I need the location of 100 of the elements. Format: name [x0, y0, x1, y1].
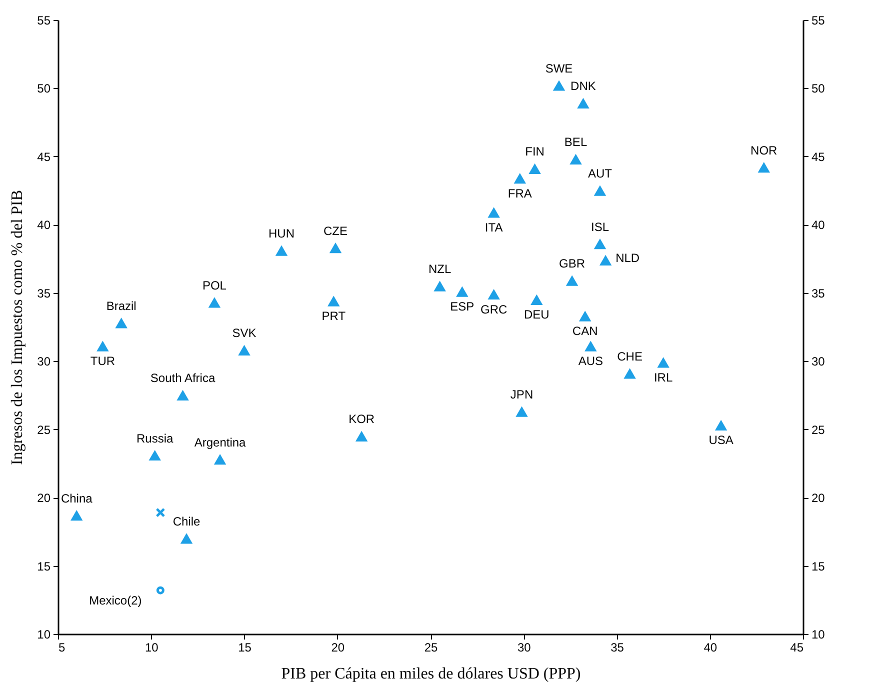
- annotation: GBR: [559, 256, 586, 271]
- point: [570, 154, 582, 164]
- point: [584, 340, 597, 352]
- point: [156, 508, 166, 518]
- annotation: FRA: [508, 186, 532, 200]
- y-tick-label: 30: [37, 354, 51, 369]
- point: [238, 344, 250, 356]
- annotation: NOR: [750, 143, 778, 158]
- point: [530, 294, 543, 306]
- point: [552, 80, 566, 91]
- y2-tick-label: 55: [812, 14, 826, 28]
- annotation: USA: [708, 433, 734, 448]
- point: [488, 288, 500, 300]
- y2-tick-label: 20: [812, 491, 826, 506]
- annotation: FIN: [525, 144, 544, 159]
- annotation: DNK: [570, 79, 596, 94]
- annotation: Chile: [172, 514, 201, 528]
- x-tick-label: 40: [704, 640, 718, 654]
- y-axis-title: Ingresos de los Impuestos como % del PIB: [9, 190, 26, 466]
- point: [328, 296, 340, 306]
- annotation: Brazil: [106, 298, 136, 313]
- y2-tick-label: 30: [812, 354, 826, 369]
- y-tick-label: 15: [37, 559, 51, 574]
- annotation: IRL: [654, 370, 673, 384]
- annotation: South Africa: [150, 371, 216, 386]
- y2-tick-label: 50: [812, 82, 826, 96]
- annotation: SVK: [232, 326, 256, 340]
- y2-tick-label: 40: [812, 218, 826, 232]
- y2-tick-label: 10: [812, 628, 826, 642]
- point: [176, 390, 189, 401]
- y-tick-label: 50: [37, 82, 51, 96]
- annotation: CAN: [572, 324, 598, 338]
- annotation: CZE: [324, 224, 348, 238]
- annotation: ISL: [590, 220, 610, 234]
- annotation: Mexico(2): [89, 593, 142, 608]
- point: [528, 163, 541, 174]
- annotation: TUR: [90, 354, 116, 368]
- x-tick-label: 45: [790, 640, 804, 654]
- annotation: JPN: [510, 388, 534, 402]
- annotation: NZL: [428, 262, 452, 276]
- point: [594, 238, 606, 250]
- y2-tick-label: 25: [812, 422, 826, 437]
- annotation: Argentina: [194, 435, 246, 450]
- annotation: BEL: [564, 135, 588, 150]
- annotation: ESP: [450, 300, 474, 314]
- point: [70, 510, 83, 521]
- point: [329, 242, 342, 254]
- annotation: PRT: [322, 309, 346, 324]
- y-tick-label: 20: [37, 491, 51, 506]
- x-tick-label: 15: [238, 640, 252, 654]
- point: [214, 454, 226, 465]
- point: [577, 98, 590, 109]
- annotation: SWE: [545, 61, 573, 76]
- annotation: AUS: [578, 354, 604, 368]
- point: [180, 533, 193, 544]
- y2-tick-label: 45: [812, 150, 826, 164]
- point: [156, 586, 164, 594]
- point: [456, 286, 468, 297]
- y2-tick-label: 15: [812, 559, 826, 574]
- point: [148, 450, 161, 461]
- x-tick-label: 5: [58, 640, 66, 654]
- x-tick-label: 30: [517, 640, 532, 654]
- point: [578, 310, 592, 322]
- y-tick-label: 40: [37, 218, 51, 232]
- annotation: ITA: [484, 220, 503, 234]
- point: [599, 254, 612, 266]
- x-tick-label: 25: [424, 640, 438, 654]
- y-tick-label: 55: [37, 14, 51, 28]
- point: [115, 318, 128, 328]
- point: [714, 420, 728, 431]
- point: [96, 340, 109, 352]
- annotation: DEU: [524, 308, 550, 322]
- point: [594, 185, 606, 196]
- annotation: POL: [202, 278, 227, 292]
- x-tick-label: 20: [331, 640, 345, 654]
- x-tick-label: 35: [610, 640, 624, 654]
- annotation: China: [60, 491, 93, 506]
- annotation: HUN: [268, 226, 294, 241]
- annotation: Russia: [136, 431, 174, 446]
- y-tick-label: 35: [37, 286, 51, 300]
- annotation: KOR: [348, 412, 375, 426]
- x-axis-title: PIB per Cápita en miles de dólares USD (PPP): [281, 666, 581, 682]
- point: [657, 357, 670, 368]
- point: [434, 280, 446, 292]
- point: [275, 245, 288, 256]
- y-tick-label: 25: [37, 422, 51, 437]
- point: [208, 297, 221, 308]
- y2-tick-label: 35: [812, 286, 826, 300]
- point: [566, 275, 578, 286]
- annotation: NLD: [616, 251, 640, 266]
- point: [514, 172, 526, 184]
- annotation: GRC: [480, 302, 508, 316]
- y-tick-label: 10: [37, 628, 51, 642]
- annotation: CHE: [617, 349, 642, 364]
- point: [624, 368, 636, 379]
- x-tick-label: 10: [144, 640, 159, 654]
- point: [355, 430, 368, 442]
- y-tick-label: 45: [37, 150, 51, 164]
- annotation: AUT: [588, 166, 613, 181]
- point: [488, 207, 500, 218]
